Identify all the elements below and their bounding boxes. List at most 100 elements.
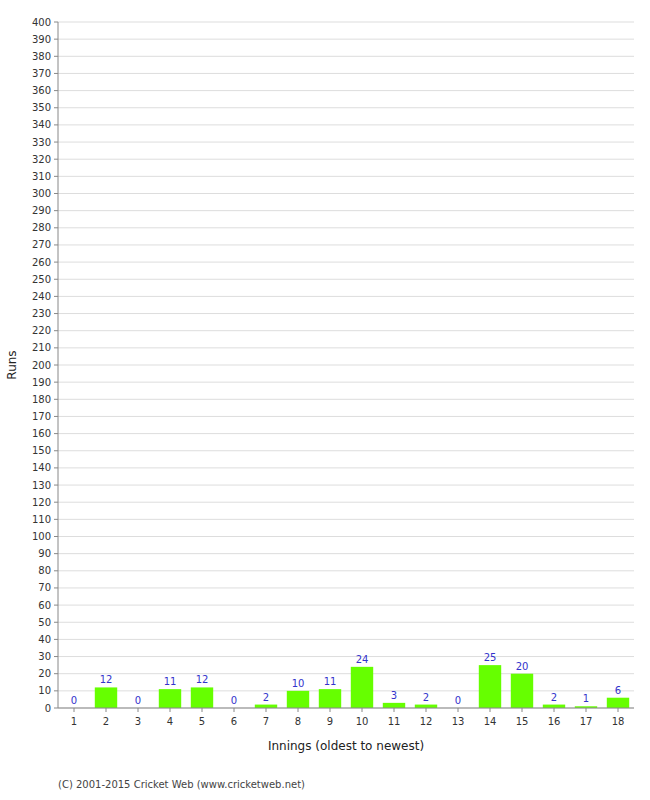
data-label: 0 — [455, 695, 461, 706]
y-tick — [54, 536, 58, 537]
x-tick — [202, 708, 203, 712]
grid-line — [58, 90, 634, 91]
data-labels: 01201112021011243202520216 — [71, 652, 621, 706]
grid-line — [58, 708, 634, 709]
x-tick-label: 6 — [231, 716, 237, 727]
y-tick-label: 190 — [32, 377, 51, 388]
grid-line — [58, 227, 634, 228]
grid-line — [58, 330, 634, 331]
y-tick — [54, 673, 58, 674]
y-tick-label: 250 — [32, 274, 51, 285]
grid-line — [58, 193, 634, 194]
x-tick — [522, 708, 523, 712]
x-tick — [170, 708, 171, 712]
grid-line — [58, 587, 634, 588]
data-label: 25 — [484, 652, 497, 663]
grid-line — [58, 39, 634, 40]
x-tick-label: 9 — [327, 716, 333, 727]
y-tick — [54, 244, 58, 245]
y-axis-line — [58, 22, 59, 708]
y-tick-label: 400 — [32, 17, 51, 28]
bar — [479, 665, 501, 708]
data-label: 0 — [71, 695, 77, 706]
data-label: 11 — [324, 676, 337, 687]
y-tick-label: 40 — [38, 634, 51, 645]
y-tick — [54, 279, 58, 280]
y-tick — [54, 399, 58, 400]
y-tick — [54, 159, 58, 160]
bar — [511, 674, 533, 708]
y-tick — [54, 73, 58, 74]
y-tick — [54, 587, 58, 588]
grid-line — [58, 365, 634, 366]
x-tick-label: 3 — [135, 716, 141, 727]
x-tick — [554, 708, 555, 712]
y-tick — [54, 450, 58, 451]
data-label: 2 — [263, 692, 269, 703]
bar — [415, 705, 437, 708]
y-tick-label: 120 — [32, 497, 51, 508]
y-tick-label: 370 — [32, 68, 51, 79]
y-tick-label: 210 — [32, 342, 51, 353]
x-tick-label: 15 — [516, 716, 529, 727]
bar — [255, 705, 277, 708]
grid-line — [58, 347, 634, 348]
x-tick-label: 5 — [199, 716, 205, 727]
x-tick-label: 10 — [356, 716, 369, 727]
bar — [95, 687, 117, 708]
y-tick-label: 280 — [32, 222, 51, 233]
x-tick — [330, 708, 331, 712]
y-tick — [54, 622, 58, 623]
x-tick-label: 17 — [580, 716, 593, 727]
grid-line — [58, 382, 634, 383]
grid-line — [58, 656, 634, 657]
y-tick — [54, 107, 58, 108]
x-tick-label: 1 — [71, 716, 77, 727]
x-tick — [74, 708, 75, 712]
grid-line — [58, 416, 634, 417]
y-tick-label: 220 — [32, 325, 51, 336]
y-tick — [54, 39, 58, 40]
x-tick — [394, 708, 395, 712]
grid-line — [58, 502, 634, 503]
y-tick — [54, 142, 58, 143]
y-tick — [54, 433, 58, 434]
data-label: 12 — [100, 674, 113, 685]
bar — [351, 667, 373, 708]
y-tick-label: 290 — [32, 205, 51, 216]
y-tick — [54, 262, 58, 263]
grid-line — [58, 22, 634, 23]
grid-line — [58, 210, 634, 211]
y-tick — [54, 210, 58, 211]
y-tick-label: 0 — [45, 703, 51, 714]
footer: (C) 2001-2015 Cricket Web (www.cricketwe… — [58, 779, 305, 790]
y-tick — [54, 553, 58, 554]
grid-line — [58, 124, 634, 125]
grid-line — [58, 176, 634, 177]
bars — [95, 665, 629, 708]
x-tick-label: 11 — [388, 716, 401, 727]
y-tick — [54, 656, 58, 657]
x-tick — [234, 708, 235, 712]
bar — [319, 689, 341, 708]
y-tick-label: 130 — [32, 480, 51, 491]
y-tick-label: 160 — [32, 428, 51, 439]
y-tick-label: 330 — [32, 137, 51, 148]
y-tick — [54, 347, 58, 348]
grid-line — [58, 673, 634, 674]
y-tick — [54, 124, 58, 125]
y-tick — [54, 22, 58, 23]
y-tick-label: 300 — [32, 188, 51, 199]
y-tick-label: 30 — [38, 651, 51, 662]
y-tick-label: 10 — [38, 685, 51, 696]
y-tick — [54, 690, 58, 691]
x-axis-label: Innings (oldest to newest) — [268, 739, 424, 753]
y-tick-label: 170 — [32, 411, 51, 422]
y-tick-label: 150 — [32, 445, 51, 456]
x-tick — [458, 708, 459, 712]
grid-line — [58, 142, 634, 143]
data-label: 0 — [231, 695, 237, 706]
grid-line — [58, 56, 634, 57]
y-tick — [54, 708, 58, 709]
x-tick — [586, 708, 587, 712]
